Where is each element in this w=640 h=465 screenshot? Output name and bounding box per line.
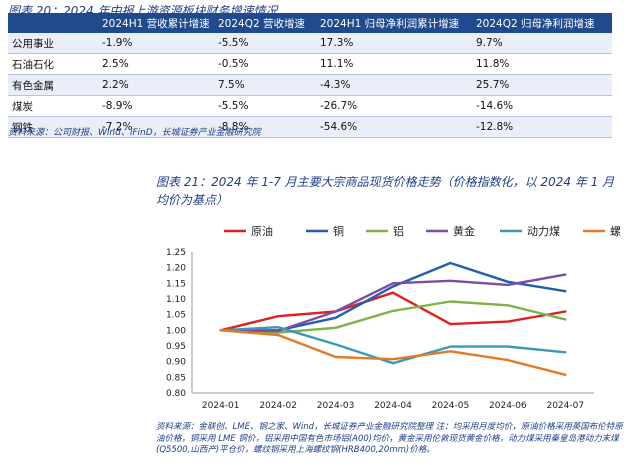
y-tick-label: 1.05 <box>166 311 186 321</box>
table-cell: -8.9% <box>96 95 212 117</box>
y-tick-label: 1.15 <box>166 279 186 289</box>
table-header-cell: 2024Q2 营收增速 <box>212 13 314 33</box>
table-cell: -54.6% <box>314 116 470 138</box>
table-cell: -12.8% <box>470 116 612 138</box>
series-line-0 <box>219 291 567 332</box>
table-cell: 17.3% <box>314 33 470 54</box>
table-cell: -14.6% <box>470 95 612 117</box>
table-cell: -5.5% <box>212 95 314 117</box>
table-header-cell: 2024H1 营收累计增速 <box>96 13 212 33</box>
y-tick-label: 1.10 <box>166 295 186 305</box>
y-tick-label: 0.95 <box>166 342 186 352</box>
chart-caption: 图表 21：2024 年 1-7 月主要大宗商品现货价格走势（价格指数化，以 2… <box>156 175 615 207</box>
table-cell: -5.5% <box>212 33 314 54</box>
table-cell: 煤炭 <box>8 95 96 117</box>
table-header-cell <box>8 13 96 33</box>
series-line-2 <box>219 300 567 334</box>
x-tick-label: 2024-05 <box>432 401 470 411</box>
table-cell: -7.2% <box>96 116 212 138</box>
table-cell: 7.5% <box>212 74 314 96</box>
table-header-cell: 2024Q2 归母净利润增速 <box>470 13 612 33</box>
legend-label: 黄金 <box>453 224 475 238</box>
table-cell: 公用事业 <box>8 33 96 54</box>
table-cell: -8.8% <box>212 116 314 138</box>
table-cell: -4.3% <box>314 74 470 96</box>
x-tick-label: 2024-07 <box>546 401 584 411</box>
legend-label: 铝 <box>393 224 404 238</box>
series-line-5 <box>219 329 567 377</box>
table-cell: 2.5% <box>96 53 212 75</box>
table-cell: -0.5% <box>212 53 314 75</box>
table-cell: 石油石化 <box>8 53 96 75</box>
legend-label: 原油 <box>251 224 273 238</box>
x-tick-label: 2024-06 <box>489 401 527 411</box>
y-tick-label: 1.20 <box>166 264 186 274</box>
series-line-4 <box>219 325 567 365</box>
legend-label: 螺纹钢 <box>610 224 620 238</box>
table-row: 煤炭 -8.9% -5.5% -26.7% -14.6% <box>8 95 612 117</box>
legend-label: 动力煤 <box>527 225 560 238</box>
x-tick-label: 2024-03 <box>317 401 355 411</box>
legend-label: 铜 <box>333 224 344 238</box>
table-row: 公用事业 -1.9% -5.5% 17.3% 9.7% <box>8 33 612 54</box>
y-tick-label: 1.25 <box>166 248 186 258</box>
table-row: 石油石化 2.5% -0.5% 11.1% 11.8% <box>8 53 612 75</box>
table-header-cell: 2024H1 归母净利润累计增速 <box>314 13 470 33</box>
table-header-row: 2024H1 营收累计增速 2024Q2 营收增速 2024H1 归母净利润累计… <box>8 13 612 33</box>
series-line-3 <box>219 273 567 333</box>
y-tick-label: 0.85 <box>166 373 186 383</box>
table-cell: -26.7% <box>314 95 470 117</box>
table-cell: 有色金属 <box>8 74 96 96</box>
y-tick-label: 1.00 <box>166 326 186 336</box>
table-row: 有色金属 2.2% 7.5% -4.3% 25.7% <box>8 74 612 96</box>
table-cell: 9.7% <box>470 33 612 54</box>
x-tick-label: 2024-02 <box>259 401 297 411</box>
y-tick-label: 0.90 <box>166 358 186 368</box>
table-source-note: 资料来源：公司财报、Wind、iFinD，长城证券产业金融研究院 <box>8 128 261 138</box>
chart-source-note: 资料来源：金联创、LME、钢之家、Wind，长城证券产业金融研究院整理 注：均采… <box>156 422 623 455</box>
commodity-price-chart: 0.80 0.85 0.90 0.95 1.00 1.05 1.10 1.15 1.20 1.25… <box>166 224 620 411</box>
table-cell: 25.7% <box>470 74 612 96</box>
table-cell: 2.2% <box>96 74 212 96</box>
x-tick-label: 2024-04 <box>374 401 412 411</box>
table-cell: -1.9% <box>96 33 212 54</box>
table-cell: 11.1% <box>314 53 470 75</box>
table-cell: 11.8% <box>470 53 612 75</box>
x-tick-label: 2024-01 <box>202 401 240 411</box>
table-row: 钢铁 -7.2% -8.8% -54.6% -12.8% <box>8 116 612 138</box>
y-tick-label: 0.80 <box>166 389 186 399</box>
growth-table: 2024H1 营收累计增速 2024Q2 营收增速 2024H1 归母净利润累计… <box>8 13 612 138</box>
table-cell: 钢铁 <box>8 116 96 138</box>
